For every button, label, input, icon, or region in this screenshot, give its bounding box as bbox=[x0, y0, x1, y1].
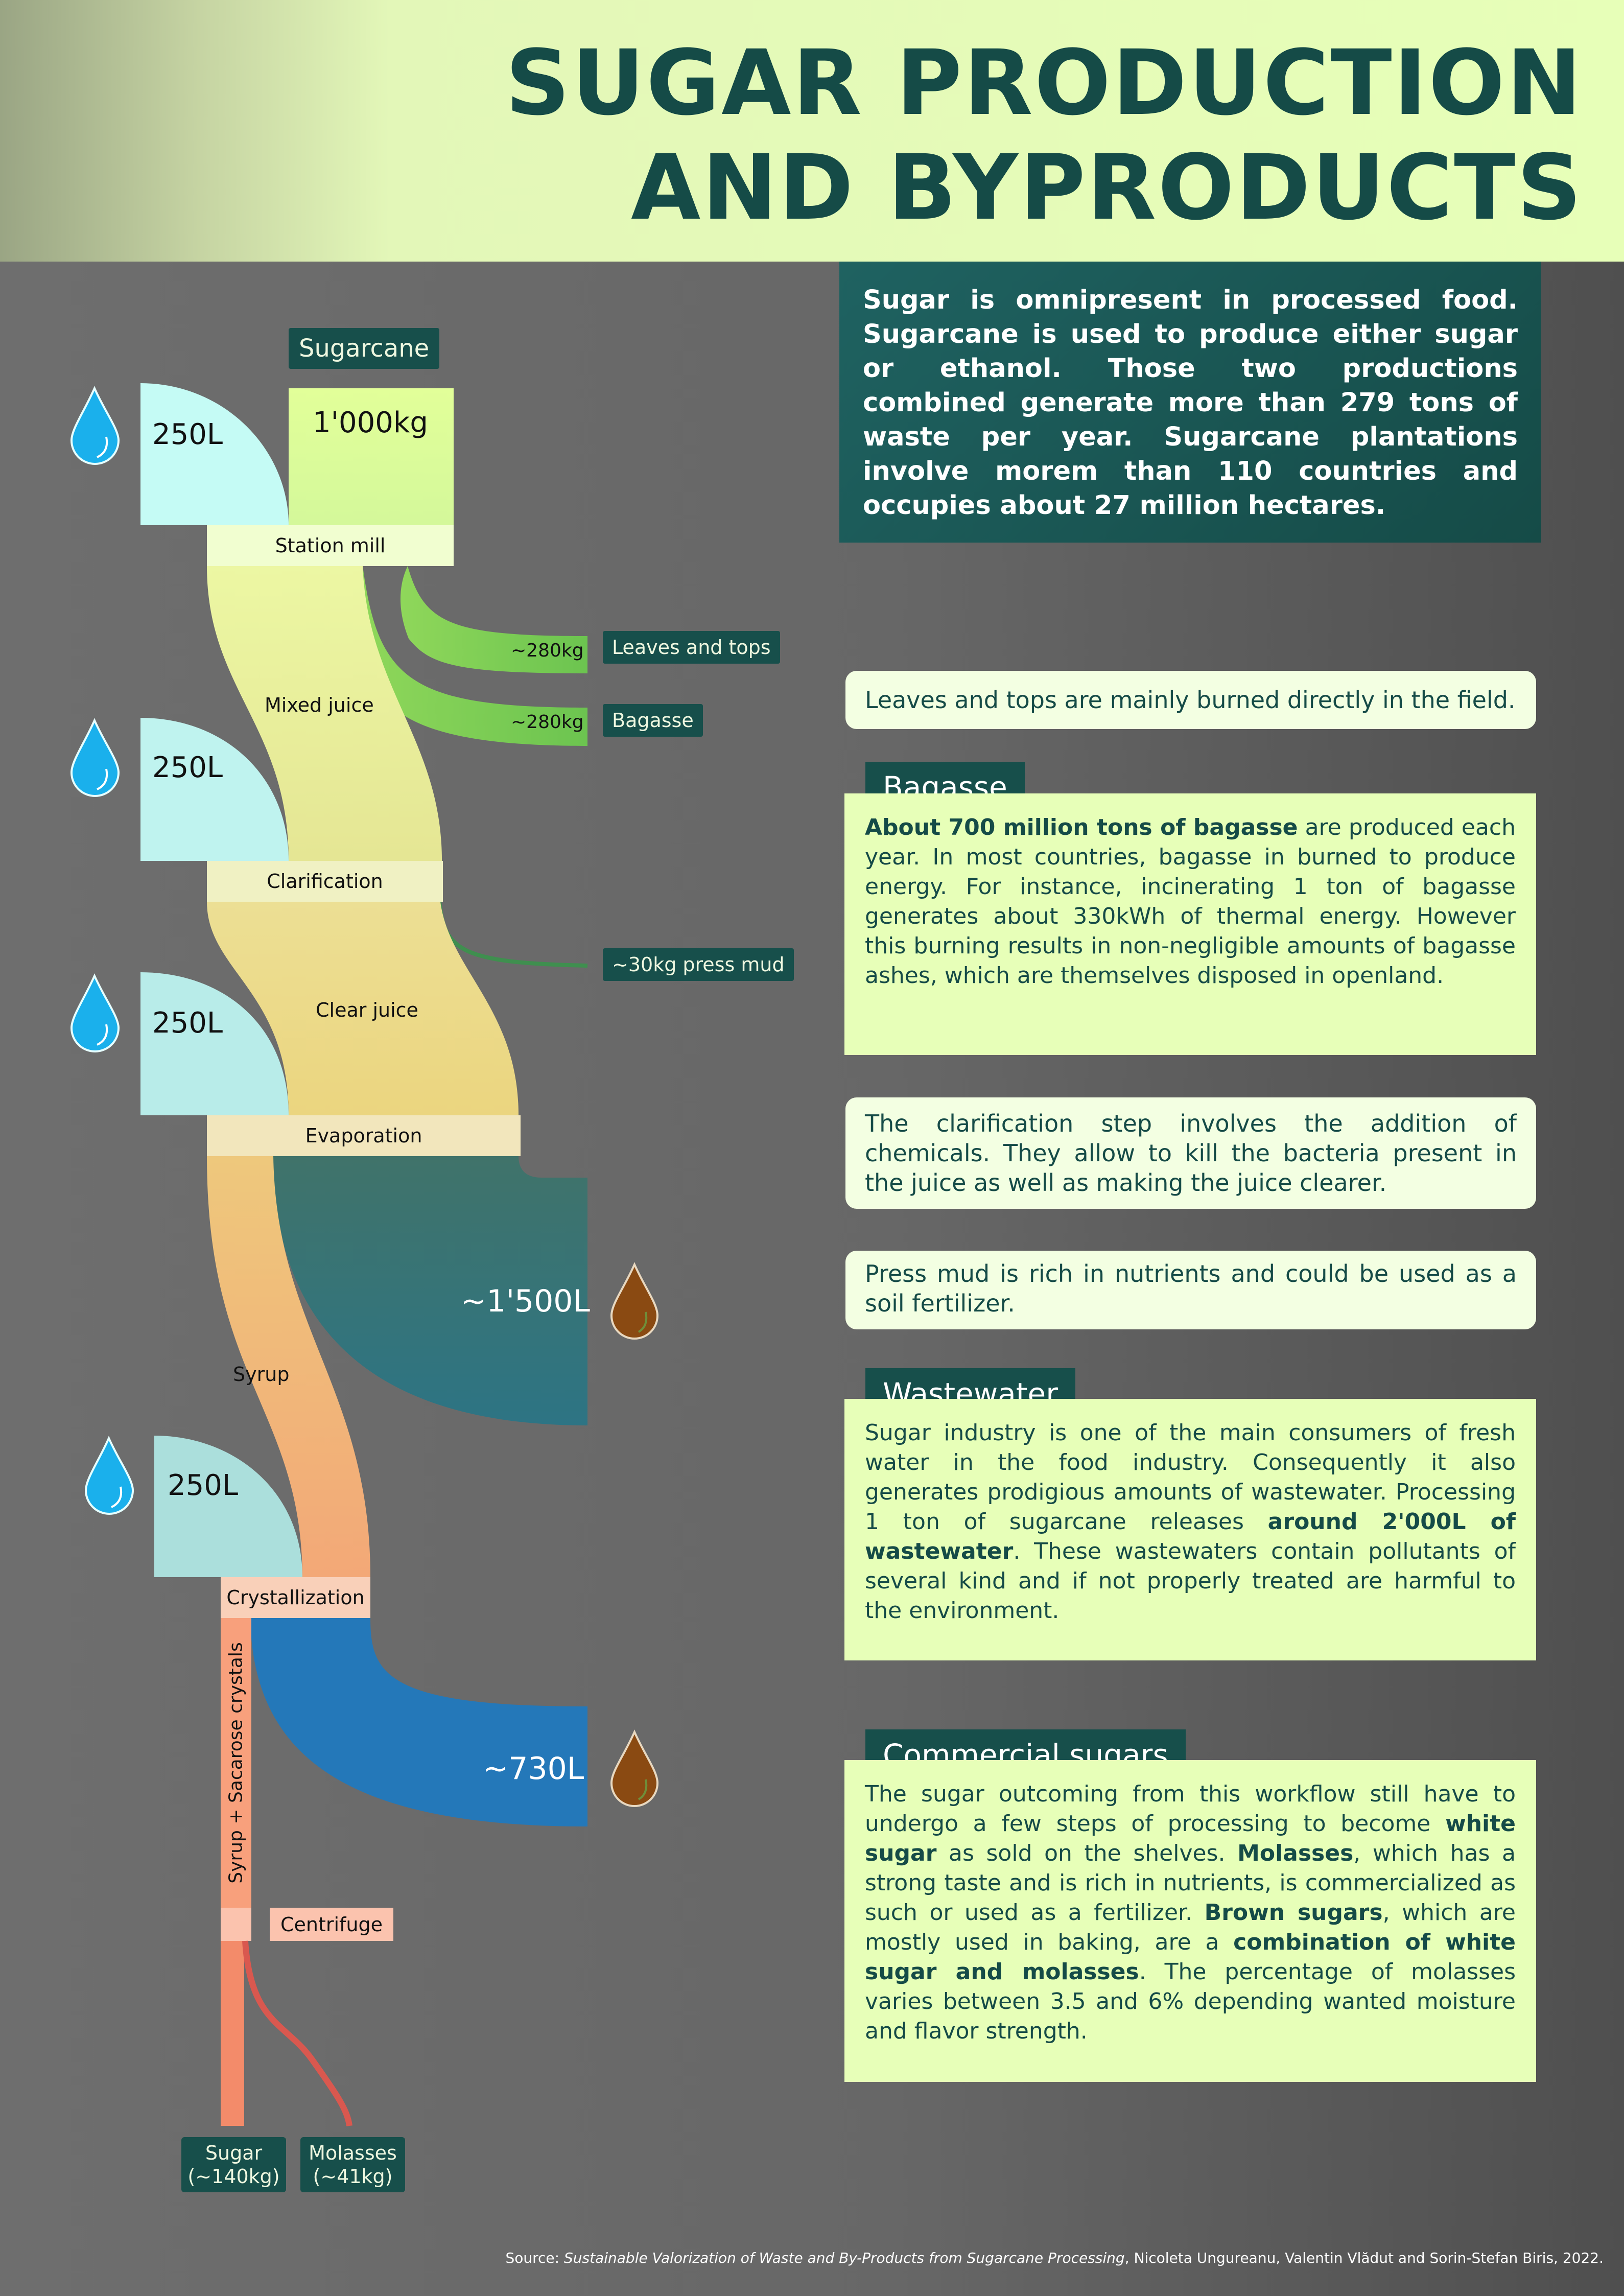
sugars-text-1: The sugar outcoming from this workflow s… bbox=[865, 1781, 1516, 1837]
clear-juice-stream bbox=[207, 902, 519, 1115]
stage-evaporation: Evaporation bbox=[207, 1115, 521, 1156]
water-inflow-4 bbox=[154, 1436, 302, 1577]
molasses-output-name: Molasses bbox=[309, 2142, 397, 2164]
stage-clarification: Clarification bbox=[207, 861, 443, 902]
wastewater-outflow-2 bbox=[250, 1618, 587, 1826]
molasses-output-tag: Molasses (~41kg) bbox=[300, 2137, 405, 2192]
source-prefix: Source: bbox=[505, 2250, 564, 2266]
intro-text-box: Sugar is omnipresent in processed food. … bbox=[839, 262, 1541, 543]
bagasse-note-bold: About 700 million tons of bagasse bbox=[865, 814, 1298, 840]
water-amount-2: 250L bbox=[152, 751, 223, 784]
water-inflow-3 bbox=[140, 972, 289, 1115]
water-drop-icon bbox=[70, 973, 120, 1052]
sugar-output-name: Sugar bbox=[205, 2142, 263, 2164]
syrup-stream bbox=[207, 1156, 370, 1577]
wastewater-note-text-2: . These wastewaters contain pollutants o… bbox=[865, 1538, 1516, 1624]
sugars-bold-4: combination of white sugar and molasses bbox=[865, 1929, 1516, 1985]
bagasse-amount: ~280kg bbox=[511, 712, 584, 733]
wastewater-amount-1: ~1'500L bbox=[461, 1283, 590, 1319]
water-amount-4: 250L bbox=[168, 1469, 239, 1502]
bagasse-outflow bbox=[360, 566, 587, 746]
wastewater-drop-icon bbox=[610, 1262, 659, 1340]
wastewater-note: Sugar industry is one of the main consum… bbox=[844, 1399, 1536, 1660]
stage-station-mill: Station mill bbox=[207, 525, 454, 566]
bagasse-tag: Bagasse bbox=[603, 704, 703, 737]
press-mud-line bbox=[437, 901, 588, 968]
water-amount-3: 250L bbox=[152, 1006, 223, 1040]
sugarcane-amount: 1'000kg bbox=[313, 406, 428, 439]
stage-crystallization: Crystallization bbox=[221, 1577, 370, 1618]
water-amount-1: 250L bbox=[152, 418, 223, 451]
wastewater-outflow-1 bbox=[273, 1156, 587, 1425]
sugars-text-3: , which has a strong taste and is rich i… bbox=[865, 1840, 1516, 1926]
water-drop-icon bbox=[84, 1436, 134, 1515]
sugarcane-input-block bbox=[289, 388, 454, 525]
leaves-tag: Leaves and tops bbox=[603, 631, 780, 664]
sugar-column bbox=[221, 1941, 244, 2126]
sugar-output-tag: Sugar (~140kg) bbox=[181, 2137, 286, 2192]
crystals-column bbox=[221, 1618, 251, 1908]
header-banner: SUGAR PRODUCTION AND BYPRODUCTS bbox=[0, 0, 1624, 262]
water-drop-icon bbox=[70, 386, 120, 465]
wastewater-note-text-1: Sugar industry is one of the main consum… bbox=[865, 1420, 1516, 1535]
sugarcane-label: Sugarcane bbox=[289, 328, 440, 369]
sugars-text-2: as sold on the shelves. bbox=[936, 1840, 1238, 1866]
mixed-juice-label: Mixed juice bbox=[265, 694, 374, 716]
page-title: SUGAR PRODUCTION AND BYPRODUCTS bbox=[505, 31, 1583, 240]
sugars-text-4: , which are mostly used in baking, are a bbox=[865, 1900, 1516, 1955]
clarification-note: The clarification step involves the addi… bbox=[845, 1097, 1536, 1209]
syrup-crystals-label: Syrup + Sacarose crystals bbox=[225, 1642, 247, 1884]
molasses-output-amount: (~41kg) bbox=[313, 2165, 393, 2188]
water-inflow-2 bbox=[140, 718, 289, 861]
sugars-bold-2: Molasses bbox=[1237, 1840, 1354, 1866]
source-authors: , Nicoleta Ungureanu, Valentin Vlădut an… bbox=[1124, 2250, 1604, 2266]
wastewater-amount-2: ~730L bbox=[483, 1751, 584, 1787]
water-drop-icon bbox=[70, 718, 120, 797]
source-citation: Source: Sustainable Valorization of Wast… bbox=[505, 2250, 1604, 2266]
commercial-sugars-note: The sugar outcoming from this workflow s… bbox=[844, 1760, 1536, 2082]
bagasse-note: About 700 million tons of bagasse are pr… bbox=[844, 793, 1536, 1055]
bagasse-note-text: are produced each year. In most countrie… bbox=[865, 814, 1516, 989]
source-title: Sustainable Valorization of Waste and By… bbox=[564, 2250, 1125, 2266]
sugars-bold-1: white sugar bbox=[865, 1811, 1516, 1866]
centrifuge-node bbox=[221, 1908, 251, 1941]
sugars-bold-3: Brown sugars bbox=[1204, 1900, 1383, 1926]
molasses-line bbox=[242, 1940, 352, 2126]
press-mud-note: Press mud is rich in nutrients and could… bbox=[845, 1251, 1536, 1329]
press-mud-tag: ~30kg press mud bbox=[603, 948, 794, 981]
wastewater-note-bold: around 2'000L of wastewater bbox=[865, 1509, 1516, 1564]
leaves-outflow bbox=[400, 566, 587, 673]
water-inflow-1 bbox=[140, 383, 289, 525]
wastewater-drop-icon bbox=[610, 1729, 659, 1807]
title-line-1: SUGAR PRODUCTION bbox=[505, 31, 1583, 135]
clear-juice-label: Clear juice bbox=[316, 999, 418, 1021]
leaves-amount: ~280kg bbox=[511, 640, 584, 661]
mixed-juice-stream bbox=[207, 566, 442, 861]
sugar-output-amount: (~140kg) bbox=[187, 2165, 280, 2188]
stage-centrifuge: Centrifuge bbox=[270, 1908, 393, 1941]
sugars-text-5: . The percentage of molasses varies betw… bbox=[865, 1959, 1516, 2044]
syrup-label: Syrup bbox=[233, 1363, 290, 1386]
leaves-note: Leaves and tops are mainly burned direct… bbox=[845, 671, 1536, 729]
title-line-2: AND BYPRODUCTS bbox=[631, 135, 1583, 240]
